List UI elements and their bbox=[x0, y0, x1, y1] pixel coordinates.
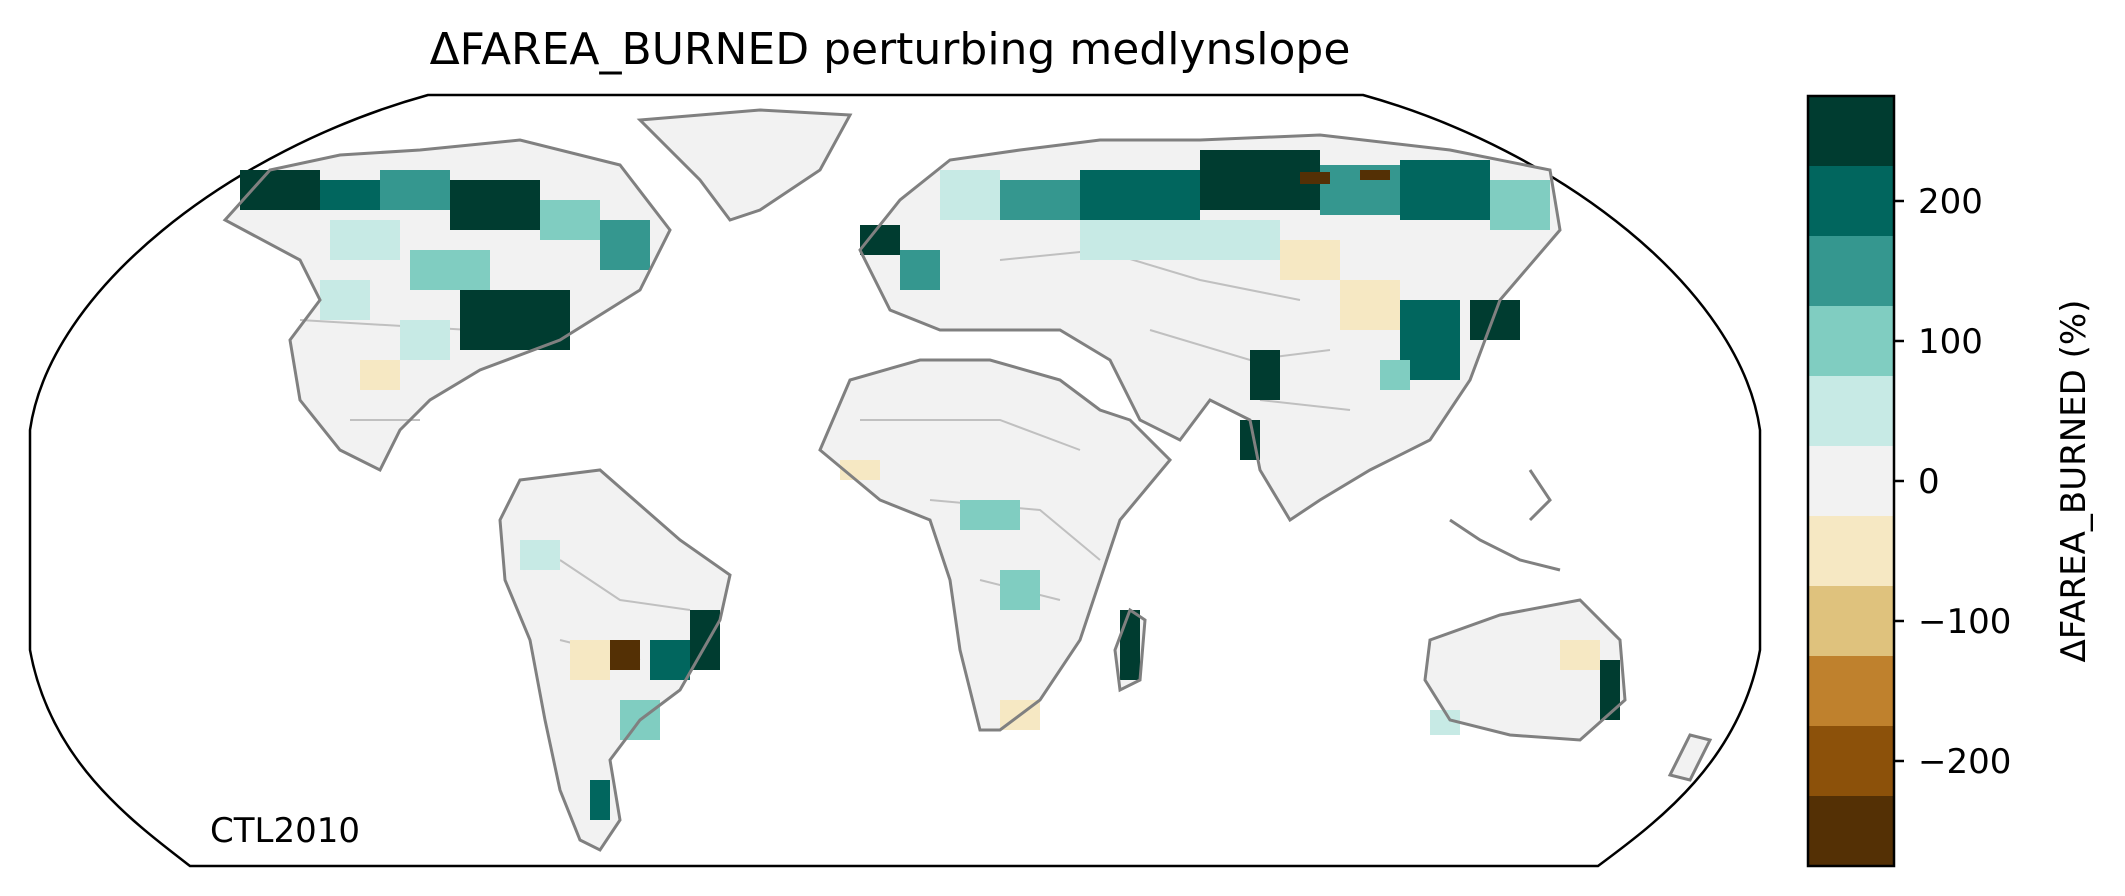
colorbar-bin-6 bbox=[1808, 516, 1894, 586]
map-title: ΔFAREA_BURNED perturbing medlynslope bbox=[430, 24, 1351, 75]
colorbar-bin-1 bbox=[1808, 166, 1894, 236]
colorbar-bins bbox=[1808, 96, 1894, 866]
greenland-land bbox=[640, 110, 850, 220]
colorbar-ticks: 200 100 0 −100 −200 bbox=[1894, 182, 2011, 782]
colorbar-bin-4 bbox=[1808, 376, 1894, 446]
colorbar-bin-9 bbox=[1808, 726, 1894, 796]
australia-land bbox=[1425, 600, 1625, 740]
colorbar-tick-label-4: −200 bbox=[1918, 742, 2011, 782]
colorbar-bin-5 bbox=[1808, 446, 1894, 516]
colorbar-label: ΔFAREA_BURNED (%) bbox=[2054, 300, 2094, 663]
case-annotation: CTL2010 bbox=[210, 811, 360, 851]
colorbar-bin-0 bbox=[1808, 96, 1894, 166]
map-panel: CTL2010 bbox=[28, 93, 1762, 868]
colorbar-tick-label-3: −100 bbox=[1918, 602, 2011, 642]
colorbar-tick-label-0: 200 bbox=[1918, 182, 1983, 222]
colorbar: 200 100 0 −100 −200 ΔFAREA_BURNED (%) bbox=[1806, 94, 2094, 868]
africa-land bbox=[820, 360, 1170, 730]
colorbar-bin-3 bbox=[1808, 306, 1894, 376]
colorbar-tick-label-1: 100 bbox=[1918, 322, 1983, 362]
colorbar-bin-7 bbox=[1808, 586, 1894, 656]
colorbar-tick-label-2: 0 bbox=[1918, 462, 1940, 502]
new-zealand-land bbox=[1670, 735, 1710, 780]
coastlines bbox=[222, 108, 1713, 852]
eurasia-land bbox=[860, 135, 1560, 520]
colorbar-bin-2 bbox=[1808, 236, 1894, 306]
colorbar-bin-10 bbox=[1808, 796, 1894, 866]
colorbar-bin-8 bbox=[1808, 656, 1894, 726]
